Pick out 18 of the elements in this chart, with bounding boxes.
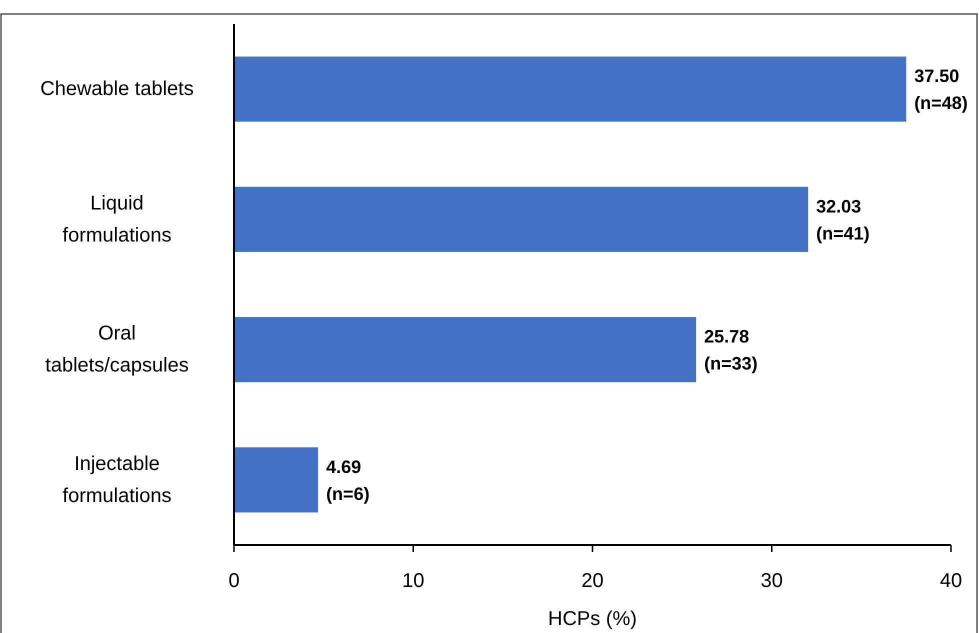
y-tick-label: Oral tablets/capsules [45,322,189,377]
y-tick-label: Chewable tablets [40,78,194,100]
bar [234,317,696,382]
data-label: 32.03 (n=41) [816,196,870,244]
data-label: 25.78 (n=33) [704,326,758,374]
bar [234,447,318,512]
x-tick-label: 30 [760,570,783,592]
x-tick-label: 40 [940,570,962,592]
bar [234,56,906,122]
x-tick-label: 10 [402,570,424,592]
x-tick-label: 0 [228,570,240,592]
x-tick-label: 20 [581,570,604,592]
bar [234,186,808,252]
y-tick-label: Injectable formulations [62,452,172,507]
x-axis-title: HCPs (%) [548,608,637,630]
data-label: 4.69 (n=6) [326,456,370,504]
y-tick-label: Liquid formulations [62,192,172,246]
data-label: 37.50 (n=48) [914,66,968,114]
